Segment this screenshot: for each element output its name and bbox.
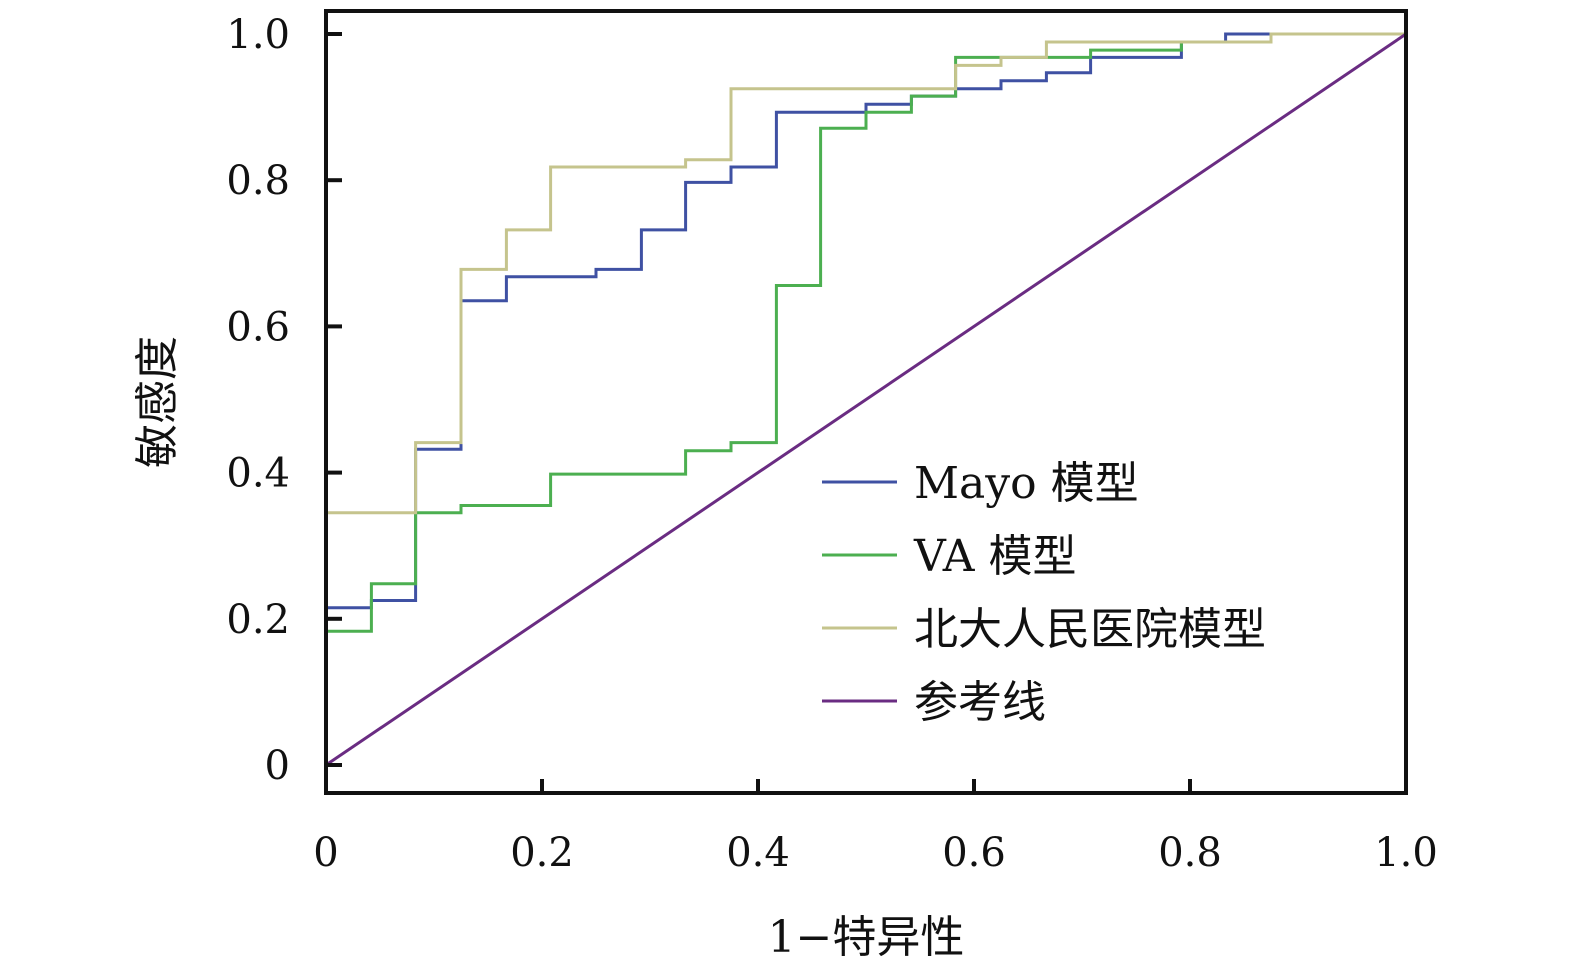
y-tick-label: 0.8 [226,158,290,204]
x-tick-label: 0 [313,830,338,876]
series-line-4 [325,32,1407,767]
x-tick-label: 0.6 [942,830,1006,876]
y-tick-label: 0 [265,743,290,789]
series-line-3 [324,32,1406,765]
legend-label-3: 北大人民医院模型 [914,604,1266,655]
y-tick-label: 0.2 [226,597,290,643]
y-tick-label: 1.0 [226,12,290,58]
y-tick-label: 0.6 [226,304,290,350]
y-axis: 0 0.2 0.4 0.6 0.8 1.0 [226,12,342,789]
y-tick-label: 0.4 [226,451,290,497]
x-tick-label: 0.8 [1158,830,1222,876]
x-tick-label: 0.4 [726,830,790,876]
legend-label-1: Mayo 模型 [914,458,1139,509]
legend-label-2: VA 模型 [913,531,1077,582]
series-layer [324,32,1407,767]
y-axis-title: 敏感度 [132,336,183,468]
x-axis-title: 1−特异性 [768,912,965,963]
x-tick-label: 0.2 [510,830,574,876]
plot-frame [324,9,1408,795]
x-tick-label: 1.0 [1374,830,1438,876]
legend-label-4: 参考线 [914,677,1046,728]
x-axis: 0 0.2 0.4 0.6 0.8 1.0 [313,779,1438,876]
